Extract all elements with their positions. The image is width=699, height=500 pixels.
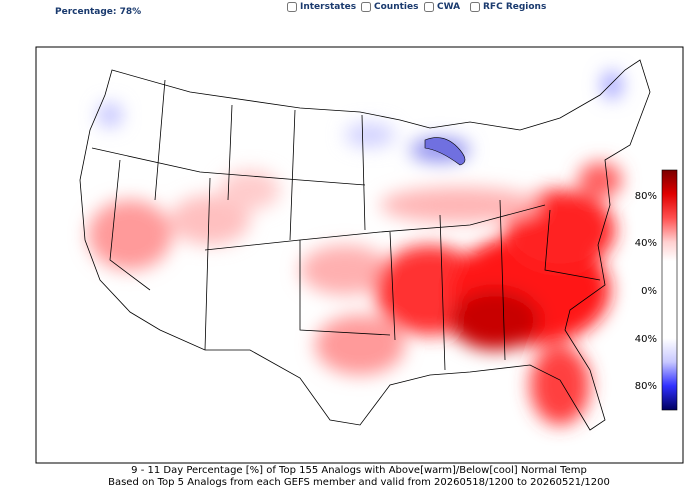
layer-toggle[interactable]: Counties [361,2,418,12]
checkbox[interactable] [470,2,480,12]
colorbar-tick-label: 80% [635,381,657,392]
caption-line: 9 - 11 Day Percentage [%] of Top 155 Ana… [131,465,587,476]
colorbar-tick-label: 40% [635,238,657,249]
colorbar [661,169,678,411]
checkbox[interactable] [287,2,297,12]
percentage-label: Percentage: 78% [55,7,142,17]
layer-toggle[interactable]: CWA [424,2,460,12]
layer-label: Interstates [300,2,357,12]
layer-toggle[interactable]: RFC Regions [470,2,546,12]
colorbar-ticks: 80% 40% 0% 40% 80% [635,191,657,392]
layer-label: Counties [374,2,419,12]
colorbar-tick-label: 80% [635,191,657,202]
boundaries [79,59,651,431]
anomaly-field [88,71,622,425]
layer-toggle[interactable]: Interstates [287,2,356,12]
colorbar-tick-label: 0% [641,286,657,297]
layer-label: CWA [437,2,461,12]
layer-label: RFC Regions [483,2,547,12]
great-lakes [424,137,466,166]
colorbar-tick-label: 40% [635,334,657,345]
checkbox[interactable] [361,2,371,12]
checkbox[interactable] [424,2,434,12]
caption-line: Based on Top 5 Analogs from each GEFS me… [108,477,610,488]
